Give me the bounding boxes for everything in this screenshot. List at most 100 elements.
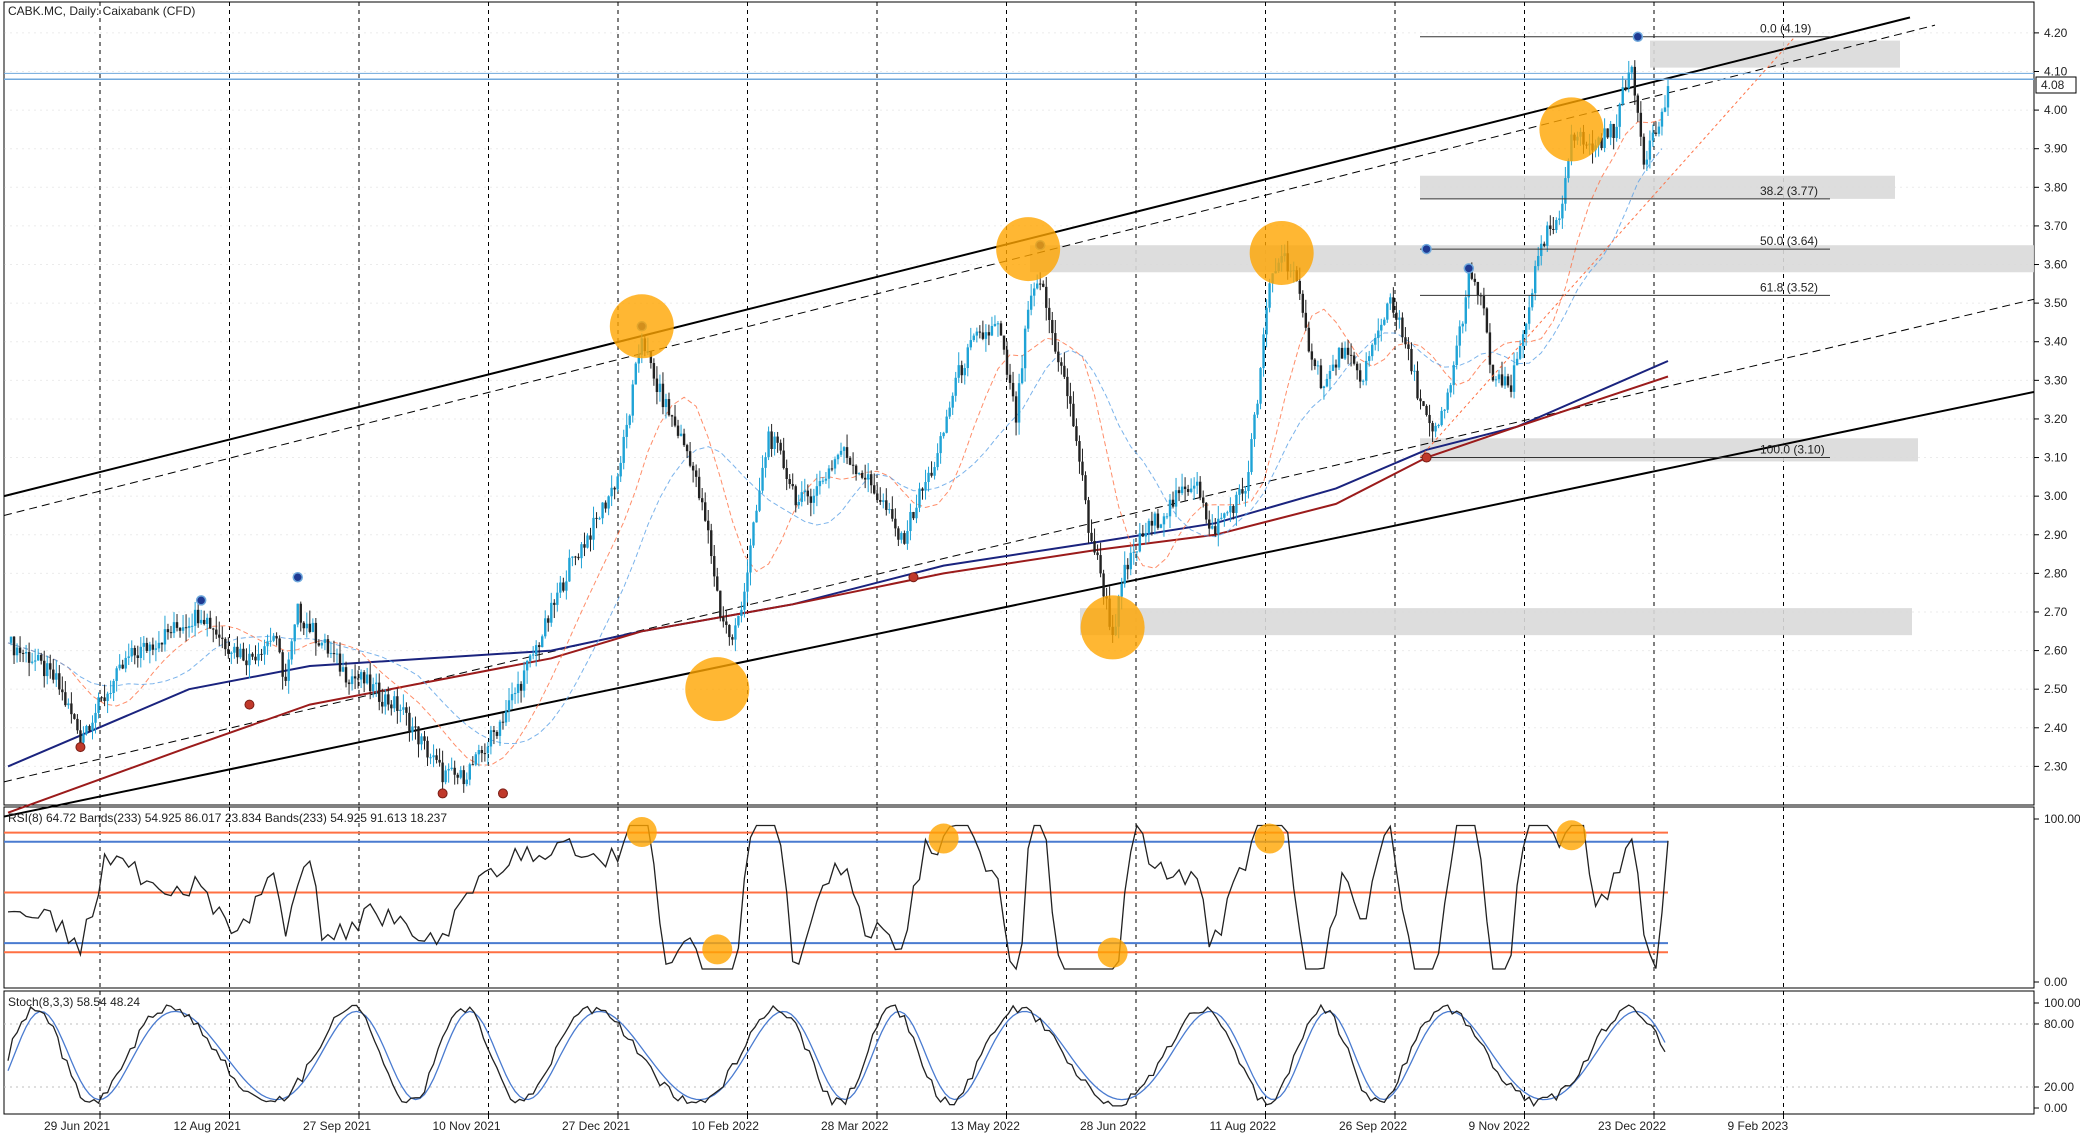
candle-body-378 xyxy=(1147,520,1151,534)
candle-body-453 xyxy=(1374,338,1377,345)
candle-body-45 xyxy=(142,642,146,647)
fib-label-0: 0.0 (4.19) xyxy=(1760,22,1811,36)
candle-body-304 xyxy=(924,481,927,491)
candle-body-267 xyxy=(812,495,816,503)
candle-body-538 xyxy=(1630,66,1633,73)
candle-body-387 xyxy=(1174,490,1178,507)
candle-body-438 xyxy=(1328,370,1332,379)
candle-body-498 xyxy=(1509,385,1513,392)
candle-body-255 xyxy=(776,436,779,443)
candle-body-405 xyxy=(1229,505,1232,513)
candle-body-224 xyxy=(682,433,686,446)
candle-body-477 xyxy=(1446,392,1449,410)
candle-body-105 xyxy=(323,639,327,643)
candle-body-52 xyxy=(163,629,167,645)
candle-body-183 xyxy=(559,582,562,593)
candle-body-112 xyxy=(344,667,348,683)
price-tick-label-5: 2.80 xyxy=(2044,566,2068,580)
candle-body-322 xyxy=(978,331,982,333)
candle-body-46 xyxy=(145,642,149,651)
candle-body-444 xyxy=(1346,347,1350,355)
candle-body-531 xyxy=(1609,123,1612,138)
fib-diagonal xyxy=(1419,36,1796,458)
candle-body-467 xyxy=(1416,370,1419,399)
rsi-tick-label-0: 100.00 xyxy=(2044,812,2080,826)
candle-body-103 xyxy=(317,643,321,646)
candle-body-230 xyxy=(700,498,704,503)
candle-body-263 xyxy=(800,492,803,502)
candle-body-516 xyxy=(1564,178,1567,204)
stoch-signal-line xyxy=(7,1010,1666,1101)
candle-body-295 xyxy=(897,528,900,540)
candle-body-133 xyxy=(408,712,411,733)
candle-body-345 xyxy=(1048,307,1051,320)
candle-body-79 xyxy=(245,660,248,666)
candle-body-292 xyxy=(888,509,891,511)
x-tick-label-11: 9 Nov 2022 xyxy=(1469,1119,1531,1133)
candle-body-213 xyxy=(649,351,653,364)
candle-body-95 xyxy=(293,624,296,642)
candle-body-288 xyxy=(876,493,879,500)
candle-body-235 xyxy=(716,576,719,591)
candle-body-478 xyxy=(1449,385,1452,393)
candle-body-404 xyxy=(1226,512,1229,514)
candle-body-111 xyxy=(341,667,345,672)
candle-body-447 xyxy=(1355,363,1359,371)
candle-body-290 xyxy=(882,500,885,502)
candle-body-275 xyxy=(836,454,840,460)
candle-body-35 xyxy=(112,680,115,694)
candle-body-332 xyxy=(1008,374,1012,383)
candle-body-102 xyxy=(314,622,318,644)
candle-body-132 xyxy=(405,707,408,713)
candle-body-104 xyxy=(320,642,324,646)
candle-body-234 xyxy=(713,556,716,577)
candle-body-66 xyxy=(206,617,209,624)
candle-body-218 xyxy=(664,399,668,408)
candle-body-223 xyxy=(679,433,683,436)
candle-body-491 xyxy=(1488,332,1492,365)
candle-body-317 xyxy=(963,368,966,376)
candle-body-254 xyxy=(773,436,776,449)
candle-body-82 xyxy=(254,656,257,661)
candle-body-269 xyxy=(818,481,822,487)
candle-body-495 xyxy=(1500,374,1504,386)
candle-body-441 xyxy=(1337,347,1341,368)
candle-body-298 xyxy=(906,531,909,544)
candle-body-547 xyxy=(1657,126,1661,134)
fib-label-1: 38.2 (3.77) xyxy=(1760,184,1818,198)
candle-body-546 xyxy=(1654,132,1658,134)
candle-body-128 xyxy=(393,696,396,709)
candle-body-429 xyxy=(1301,293,1304,313)
candle-body-485 xyxy=(1470,272,1474,279)
price-panel-frame xyxy=(3,1,2035,806)
time-axis: 29 Jun 2021 12 Aug 2021 27 Sep 2021 10 Nov … xyxy=(44,1114,1789,1133)
candle-body-460 xyxy=(1395,312,1398,320)
candle-body-166 xyxy=(507,700,511,712)
candle-body-386 xyxy=(1171,499,1175,507)
candle-body-533 xyxy=(1615,126,1618,138)
candle-body-72 xyxy=(224,638,227,650)
candle-body-177 xyxy=(541,636,544,648)
candle-body-61 xyxy=(190,625,194,627)
candle-body-89 xyxy=(275,636,278,639)
candle-body-188 xyxy=(574,556,577,558)
candle-body-296 xyxy=(900,533,903,540)
highlight-circle-1 xyxy=(996,217,1061,282)
swing-low-marker-5 xyxy=(1421,452,1432,463)
candle-body-31 xyxy=(100,697,103,699)
candle-body-468 xyxy=(1419,398,1422,402)
candle-body-398 xyxy=(1208,519,1211,529)
candle-body-238 xyxy=(725,621,728,625)
x-tick-label-3: 10 Nov 2021 xyxy=(433,1119,501,1133)
candle-body-501 xyxy=(1518,346,1522,359)
rsi-tick-label-1: 0.00 xyxy=(2044,975,2068,989)
candle-body-474 xyxy=(1437,425,1440,427)
fib-label-2: 50.0 (3.64) xyxy=(1760,234,1818,248)
candle-body-508 xyxy=(1540,243,1543,256)
candle-body-490 xyxy=(1485,308,1489,333)
highlight-circle-0 xyxy=(609,294,674,359)
candle-body-134 xyxy=(411,726,414,733)
candle-body-505 xyxy=(1530,293,1534,308)
candle-body-141 xyxy=(432,755,435,758)
candle-body-448 xyxy=(1358,370,1362,382)
